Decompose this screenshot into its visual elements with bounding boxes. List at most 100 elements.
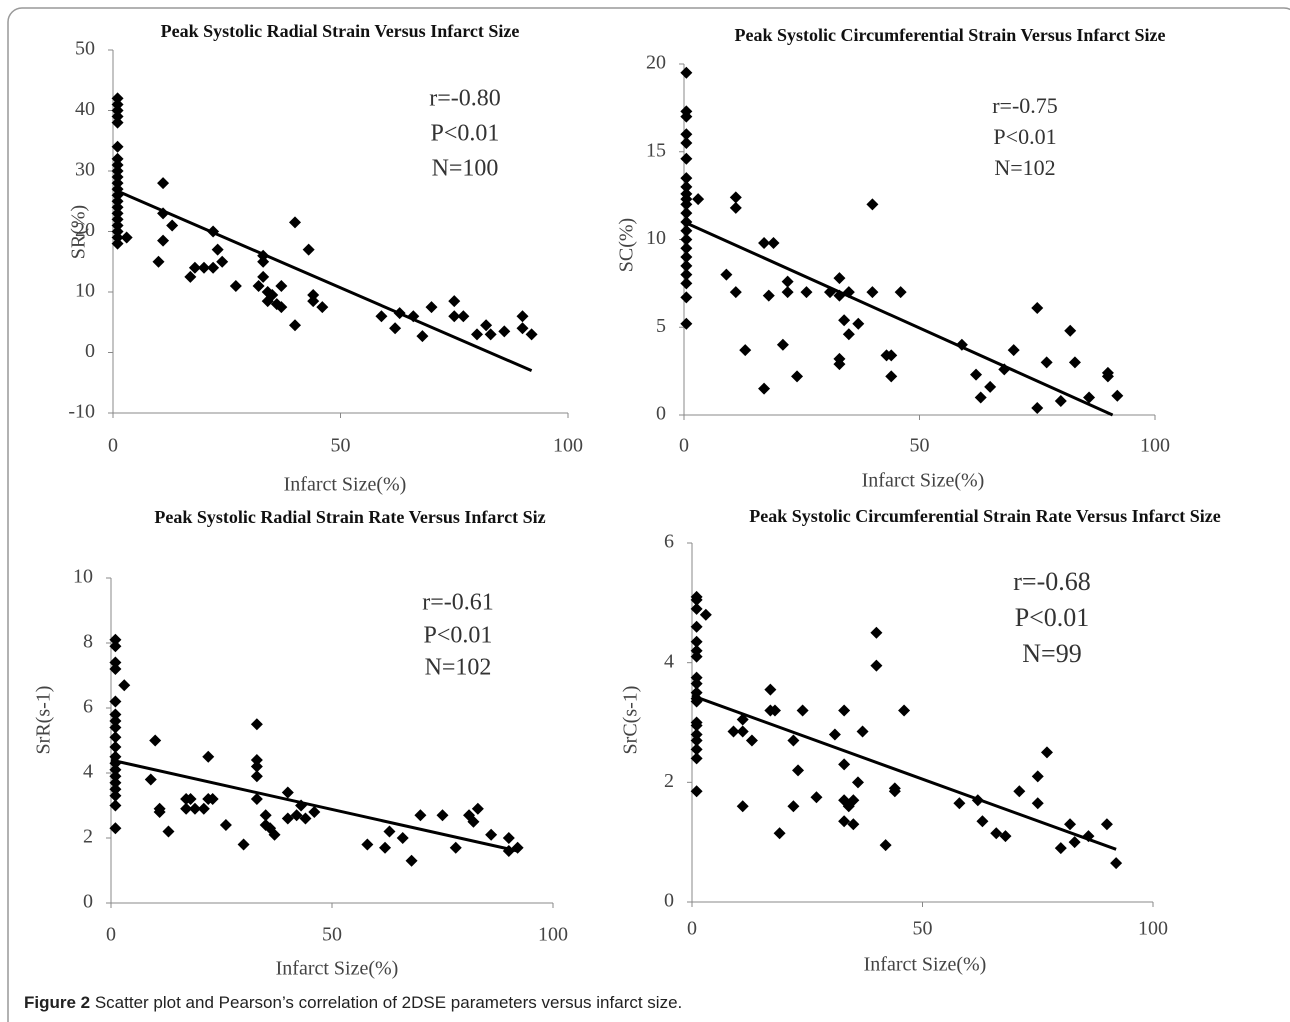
point xyxy=(188,802,201,815)
point xyxy=(184,793,197,805)
point xyxy=(833,358,846,371)
point xyxy=(1040,746,1053,759)
point xyxy=(250,754,263,766)
point xyxy=(157,177,170,190)
point xyxy=(690,677,703,690)
y-tick-label: 10 xyxy=(73,566,93,588)
point xyxy=(736,725,749,738)
chart-title: Peak Systolic Circumferential Strain Rat… xyxy=(749,506,1220,526)
point xyxy=(767,237,780,250)
point xyxy=(109,770,122,783)
point xyxy=(206,793,219,805)
point xyxy=(758,237,771,250)
point xyxy=(680,152,693,165)
y-tick-label: 0 xyxy=(83,891,93,913)
point xyxy=(690,734,703,747)
annotation: P<0.01 xyxy=(1015,603,1090,632)
caption-label: Figure 2 xyxy=(24,993,90,1012)
point xyxy=(1064,818,1077,831)
point xyxy=(1031,797,1044,810)
point xyxy=(219,819,232,831)
point xyxy=(680,136,693,149)
point xyxy=(516,322,529,335)
point xyxy=(257,255,270,268)
point xyxy=(1031,301,1044,314)
point xyxy=(109,708,122,721)
y-tick-label: 6 xyxy=(664,531,674,553)
point xyxy=(109,799,122,812)
point xyxy=(1031,401,1044,414)
annotation: r=-0.61 xyxy=(422,590,494,616)
point xyxy=(680,317,693,330)
point xyxy=(111,158,124,171)
point xyxy=(290,809,303,822)
y-tick-label: 50 xyxy=(75,38,95,60)
point xyxy=(268,828,281,841)
point xyxy=(250,793,263,805)
point xyxy=(680,291,693,304)
y-tick-label: 5 xyxy=(656,315,666,337)
point xyxy=(109,741,122,753)
point xyxy=(851,776,864,789)
point xyxy=(467,815,480,828)
y-tick-label: 8 xyxy=(83,631,93,653)
point xyxy=(692,193,705,206)
point xyxy=(833,272,846,285)
x-tick-label: 50 xyxy=(322,924,342,946)
point xyxy=(308,806,321,818)
annotation: r=-0.68 xyxy=(1013,567,1090,596)
point xyxy=(690,743,703,756)
point xyxy=(828,728,841,741)
point xyxy=(690,602,703,615)
point xyxy=(111,195,124,208)
point xyxy=(109,663,122,675)
point xyxy=(838,314,851,327)
point xyxy=(729,286,742,299)
point xyxy=(870,659,883,672)
annotation: N=102 xyxy=(425,655,492,681)
point xyxy=(152,255,165,268)
y-tick-label: 2 xyxy=(664,770,674,792)
point xyxy=(690,785,703,798)
point xyxy=(838,815,851,828)
point xyxy=(680,242,693,255)
point xyxy=(281,812,294,825)
point xyxy=(498,325,511,338)
point xyxy=(984,380,997,393)
trend-line xyxy=(112,187,533,373)
point xyxy=(184,270,197,283)
point xyxy=(109,763,122,776)
point xyxy=(250,760,263,773)
point xyxy=(680,128,693,141)
point xyxy=(879,839,892,852)
point xyxy=(781,286,794,299)
y-tick-label: 20 xyxy=(75,219,95,241)
point xyxy=(109,640,122,653)
point xyxy=(729,191,742,204)
point xyxy=(974,391,987,404)
y-tick-label: 0 xyxy=(656,403,666,425)
point xyxy=(257,270,270,283)
point xyxy=(680,268,693,281)
annotation: P<0.01 xyxy=(993,124,1056,149)
point xyxy=(484,328,497,341)
point xyxy=(1013,785,1026,798)
point xyxy=(111,237,124,250)
annotation: r=-0.80 xyxy=(429,86,501,112)
point xyxy=(516,310,529,323)
point xyxy=(856,725,869,738)
point xyxy=(1101,366,1114,379)
point xyxy=(109,789,122,802)
point xyxy=(307,289,320,302)
point xyxy=(471,802,484,815)
point xyxy=(379,841,392,854)
point xyxy=(237,838,250,851)
point xyxy=(281,786,294,799)
point xyxy=(690,650,703,663)
point xyxy=(680,251,693,264)
point xyxy=(729,201,742,214)
point xyxy=(197,802,210,815)
annotation: N=102 xyxy=(994,155,1055,180)
x-tick-label: 0 xyxy=(108,435,118,457)
